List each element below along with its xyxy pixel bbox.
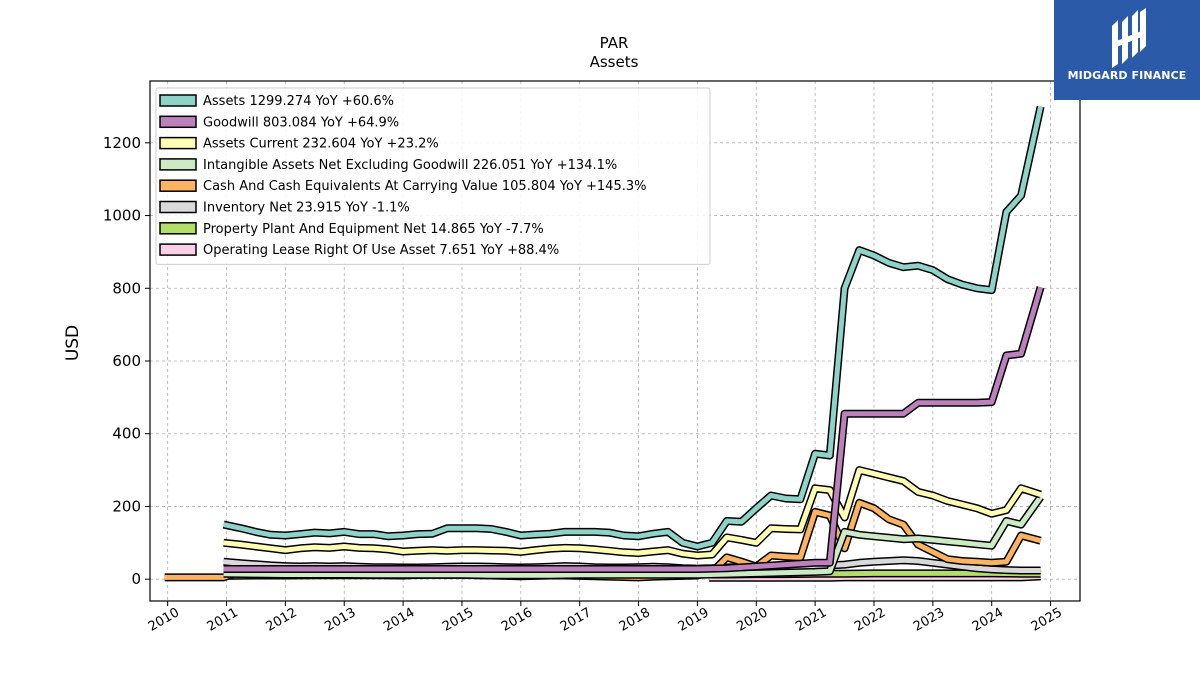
legend-swatch — [159, 222, 197, 235]
y-axis-label: USD — [63, 325, 83, 361]
x-tick-label: 2011 — [205, 605, 241, 635]
x-tick-label: 2010 — [146, 605, 182, 635]
chart-title: PAR — [600, 34, 629, 52]
legend-swatch — [159, 179, 197, 192]
legend-entry: Intangible Assets Net Excluding Goodwill… — [203, 158, 617, 173]
x-tick-label: 2021 — [793, 605, 829, 635]
x-tick-label: 2023 — [911, 605, 947, 635]
x-tick-label: 2017 — [558, 605, 594, 635]
plot-frame — [149, 80, 1081, 602]
legend-swatch — [159, 200, 197, 214]
series-line-goodwill — [223, 286, 1043, 572]
y-tick-label: 0 — [131, 570, 141, 588]
y-tick-label: 400 — [112, 425, 141, 443]
legend-box — [155, 87, 711, 265]
legend-swatch — [159, 136, 197, 150]
series-line-intangible-assets-net-excluding-goodwill — [223, 495, 1043, 578]
legend-swatch — [159, 94, 197, 107]
series-line-outline — [223, 286, 1045, 573]
y-tick-label: 200 — [112, 497, 141, 515]
chart-subtitle: Assets — [590, 53, 639, 71]
legend-entry: Operating Lease Right Of Use Asset 7.651… — [203, 243, 559, 258]
logo-text: MIDGARD FINANCE — [1067, 69, 1187, 82]
x-tick-label: 2020 — [734, 605, 770, 635]
series-line-assets-current — [223, 467, 1042, 558]
legend-entry: Inventory Net 23.915 YoY -1.1% — [203, 201, 410, 216]
x-tick-label: 2019 — [676, 605, 712, 635]
x-tick-label: 2025 — [1029, 605, 1065, 635]
legend-swatch — [159, 115, 197, 129]
x-tick-label: 2015 — [440, 605, 476, 635]
y-tick-label: 1200 — [103, 134, 141, 152]
logo-mark-icon — [1112, 8, 1146, 68]
x-tick-label: 2012 — [264, 605, 300, 635]
x-tick-label: 2022 — [852, 605, 888, 635]
brand-logo: MIDGARD FINANCE — [1054, 0, 1200, 100]
y-tick-label: 800 — [112, 279, 141, 297]
x-tick-label: 2016 — [499, 605, 535, 635]
y-tick-label: 1000 — [103, 207, 141, 225]
legend-entry: Assets Current 232.604 YoY +23.2% — [203, 137, 439, 152]
legend-swatch — [159, 158, 197, 171]
series-line-assets — [223, 106, 1044, 549]
legend-entry: Cash And Cash Equivalents At Carrying Va… — [203, 179, 646, 194]
x-tick-label: 2014 — [381, 605, 417, 635]
legend-entry: Property Plant And Equipment Net 14.865 … — [203, 222, 544, 237]
legend-entry: Assets 1299.274 YoY +60.6% — [203, 94, 394, 109]
x-tick-label: 2024 — [970, 605, 1006, 635]
legend-swatch — [159, 243, 197, 256]
x-tick-label: 2018 — [617, 605, 653, 635]
legend-entry: Goodwill 803.084 YoY +64.9% — [203, 115, 399, 130]
y-tick-label: 600 — [112, 352, 141, 370]
x-tick-label: 2013 — [322, 605, 358, 635]
